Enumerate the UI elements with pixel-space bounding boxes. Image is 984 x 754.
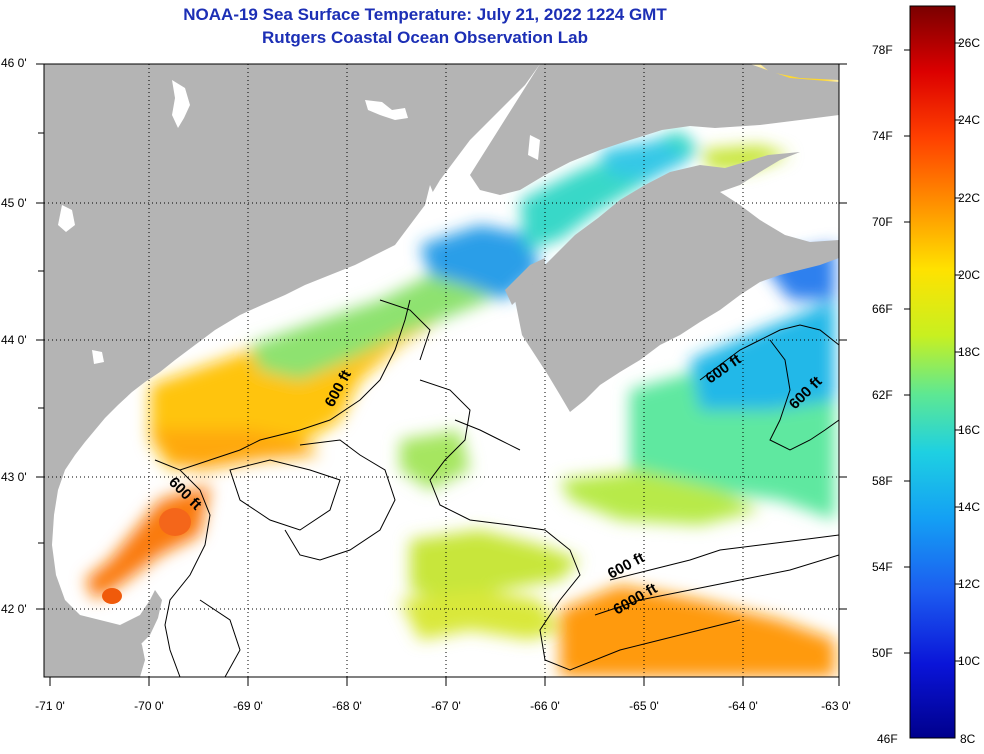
lon-label-70: -70 0' [134, 699, 164, 713]
map-frame [43, 63, 840, 678]
lat-label-42: 42 0' [1, 602, 27, 616]
colorbar-ticks [904, 42, 961, 662]
colorbar-label-10c: 10C [958, 654, 981, 668]
colorbar-label-18c: 18C [958, 345, 981, 359]
axis-ticks [36, 63, 847, 686]
map-subtitle: Rutgers Coastal Ocean Observation Lab [262, 28, 588, 47]
colorbar-label-46f: 46F [877, 732, 898, 746]
colorbar-label-22c: 22C [958, 191, 981, 205]
lon-label-65: -65 0' [629, 699, 659, 713]
lon-label-69: -69 0' [233, 699, 263, 713]
lat-label-45: 45 0' [1, 196, 27, 210]
colorbar-label-54f: 54F [872, 560, 893, 574]
map-title: NOAA-19 Sea Surface Temperature: July 21… [183, 5, 667, 24]
lon-label-64: -64 0' [728, 699, 758, 713]
land-pei-area [760, 64, 839, 80]
colorbar-label-26c: 26C [958, 36, 981, 50]
lon-label-67: -67 0' [431, 699, 461, 713]
sst-patch-georges-bank [400, 590, 560, 640]
colorbar-label-16c: 16C [958, 423, 981, 437]
sst-patch-minas [700, 145, 790, 170]
lon-label-71: -71 0' [35, 699, 65, 713]
colorbar-label-78f: 78F [872, 43, 893, 57]
lat-label-43: 43 0' [1, 470, 27, 484]
colorbar-label-14c: 14C [958, 500, 981, 514]
lon-label-66: -66 0' [530, 699, 560, 713]
inland-lakes [58, 80, 540, 364]
sst-patch-georges-north [410, 530, 580, 600]
land-grand-manan [505, 258, 545, 305]
colorbar-label-58f: 58F [872, 474, 893, 488]
sst-hotspot-cape-cod [102, 588, 122, 604]
land-maine-new-england [44, 64, 540, 677]
sst-hotspot-south-shore [159, 508, 191, 536]
land-new-brunswick [470, 64, 839, 195]
colorbar [909, 5, 956, 739]
colorbar-label-8c: 8C [960, 732, 976, 746]
sst-patch-bay-fundy-entrance [420, 225, 540, 300]
sst-patch-fundy-ne [600, 140, 690, 180]
lon-label-68: -68 0' [332, 699, 362, 713]
colorbar-label-66f: 66F [872, 302, 893, 316]
colorbar-label-74f: 74F [872, 129, 893, 143]
bathymetry-contours [154, 299, 839, 677]
colorbar-label-62f: 62F [872, 388, 893, 402]
colorbar-label-24c: 24C [958, 113, 981, 127]
lat-label-44: 44 0' [1, 333, 27, 347]
colorbar-label-50f: 50F [872, 646, 893, 660]
land-cape-cod [120, 590, 162, 645]
sst-patch-ns-south [560, 470, 760, 525]
sst-patch-scotian-shelf-cool [690, 300, 835, 410]
land-nova-scotia [515, 152, 839, 412]
colorbar-label-20c: 20C [958, 268, 981, 282]
colorbar-label-70f: 70F [872, 215, 893, 229]
sst-patch-cape-area [150, 430, 320, 470]
graticule [44, 64, 839, 677]
colorbar-label-12c: 12C [958, 577, 981, 591]
lat-label-46: 46 0' [1, 56, 27, 70]
sst-patch-central-gulf [400, 430, 470, 490]
lon-label-63: -63 0' [821, 699, 851, 713]
